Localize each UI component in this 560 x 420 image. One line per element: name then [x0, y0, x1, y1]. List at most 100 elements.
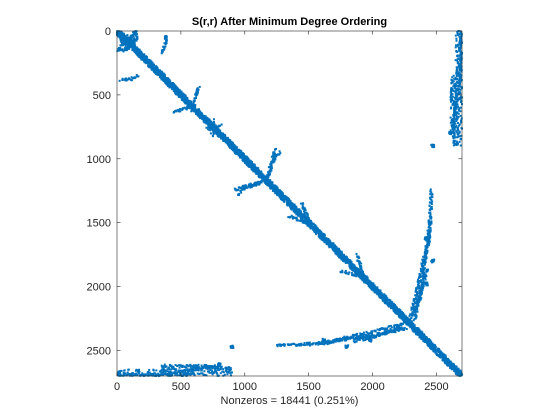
nonzero-point — [453, 106, 456, 109]
nonzero-point — [134, 374, 137, 377]
nonzero-point — [122, 371, 125, 374]
nonzero-point — [420, 289, 423, 292]
nonzero-point — [456, 55, 459, 58]
nonzero-point — [169, 368, 172, 371]
nonzero-point — [229, 146, 232, 149]
nonzero-point — [452, 118, 455, 121]
nonzero-point — [147, 374, 150, 377]
nonzero-point — [367, 336, 370, 339]
nonzero-point — [457, 85, 460, 88]
nonzero-point — [194, 364, 197, 367]
nonzero-point — [338, 250, 341, 253]
nonzero-point — [352, 340, 355, 343]
nonzero-point — [305, 220, 308, 223]
nonzero-point — [190, 370, 193, 373]
nonzero-point — [324, 339, 327, 342]
nonzero-point — [450, 94, 453, 97]
nonzero-point — [194, 96, 197, 99]
nonzero-point — [459, 80, 462, 83]
nonzero-point — [458, 109, 461, 112]
nonzero-point — [343, 271, 346, 274]
nonzero-point — [359, 274, 362, 277]
nonzero-point — [450, 368, 454, 371]
nonzero-point — [237, 193, 240, 196]
nonzero-point — [188, 105, 191, 108]
nonzero-point — [166, 368, 169, 371]
nonzero-point — [455, 73, 458, 76]
nonzero-point — [454, 44, 457, 47]
nonzero-point — [215, 126, 218, 129]
nonzero-point — [119, 370, 122, 373]
nonzero-point — [211, 365, 214, 368]
nonzero-point — [314, 232, 318, 235]
nonzero-point — [429, 207, 432, 210]
nonzero-point — [130, 372, 133, 375]
nonzero-point — [267, 178, 270, 182]
nonzero-point — [415, 287, 418, 290]
nonzero-point — [409, 318, 412, 321]
nonzero-point — [117, 374, 120, 377]
nonzero-point — [165, 42, 168, 45]
nonzero-point — [198, 111, 201, 115]
nonzero-point — [118, 370, 121, 373]
nonzero-point — [458, 135, 461, 138]
nonzero-point — [148, 368, 151, 371]
nonzero-point — [322, 340, 325, 343]
nonzero-point — [424, 252, 427, 255]
nonzero-point — [305, 212, 308, 215]
nonzero-point — [228, 368, 231, 371]
nonzero-point — [453, 128, 456, 131]
nonzero-point — [190, 110, 193, 113]
nonzero-point — [213, 367, 216, 370]
nonzero-point — [456, 115, 459, 118]
nonzero-point — [444, 355, 447, 359]
nonzero-point — [417, 295, 420, 298]
nonzero-point — [428, 237, 431, 240]
nonzero-point — [188, 372, 191, 375]
nonzero-point — [429, 193, 432, 196]
nonzero-point — [187, 106, 190, 109]
nonzero-point — [457, 132, 460, 135]
nonzero-point — [205, 366, 208, 369]
nonzero-point — [239, 156, 242, 159]
nonzero-point — [456, 118, 459, 121]
nonzero-point — [301, 204, 304, 207]
nonzero-point — [250, 161, 253, 164]
nonzero-point — [191, 365, 194, 368]
nonzero-point — [414, 306, 417, 309]
nonzero-point — [344, 344, 347, 347]
nonzero-point — [457, 112, 460, 115]
nonzero-point — [171, 367, 174, 370]
nonzero-point — [459, 45, 462, 48]
nonzero-point — [405, 328, 408, 331]
nonzero-point — [417, 333, 420, 336]
nonzero-point — [362, 339, 365, 342]
nonzero-point — [323, 234, 326, 237]
nonzero-point — [417, 302, 420, 305]
nonzero-point — [415, 314, 418, 317]
nonzero-point — [269, 187, 272, 190]
nonzero-point — [154, 372, 157, 375]
nonzero-point — [456, 50, 459, 53]
nonzero-point — [451, 99, 454, 102]
nonzero-point — [412, 303, 415, 306]
nonzero-point — [416, 285, 419, 288]
nonzero-point — [459, 75, 462, 78]
nonzero-point — [415, 331, 418, 334]
nonzero-point — [402, 328, 405, 331]
nonzero-point — [273, 154, 276, 157]
nonzero-point — [226, 368, 229, 371]
nonzero-point — [158, 370, 161, 373]
nonzero-point — [130, 79, 133, 82]
nonzero-point — [446, 364, 449, 367]
nonzero-point — [225, 366, 228, 369]
nonzero-point — [329, 243, 332, 247]
nonzero-point — [193, 97, 196, 100]
nonzero-point — [135, 35, 138, 38]
nonzero-point — [420, 332, 424, 336]
nonzero-point — [186, 96, 189, 100]
nonzero-point — [163, 42, 166, 45]
nonzero-point — [358, 275, 361, 278]
nonzero-point — [128, 78, 131, 81]
nonzero-point — [412, 319, 415, 322]
